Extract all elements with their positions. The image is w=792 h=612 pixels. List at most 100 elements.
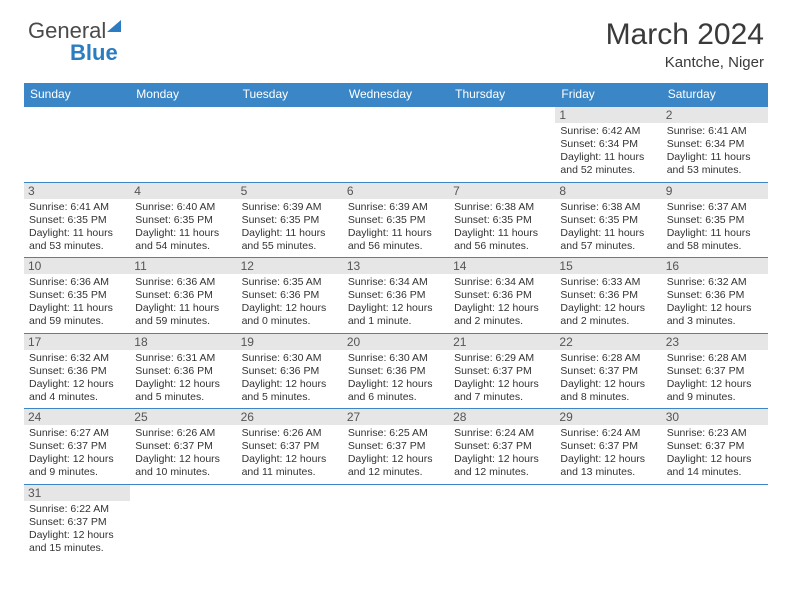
day-number: 24 [24, 409, 130, 425]
day-detail: Daylight: 11 hours [29, 227, 125, 240]
calendar-row: 1Sunrise: 6:42 AMSunset: 6:34 PMDaylight… [24, 106, 768, 182]
day-number: 14 [449, 258, 555, 274]
calendar-day: 21 Sunrise: 6:29 AMSunset: 6:37 PMDayligh… [449, 333, 555, 409]
day-detail: Daylight: 12 hours [348, 453, 444, 466]
day-number: 29 [555, 409, 661, 425]
day-detail: and 4 minutes. [29, 391, 125, 404]
calendar-day-empty [449, 106, 555, 182]
calendar-day: 3Sunrise: 6:41 AMSunset: 6:35 PMDaylight… [24, 182, 130, 258]
day-number: 4 [130, 183, 236, 199]
calendar-day: 20Sunrise: 6:30 AMSunset: 6:36 PMDayligh… [343, 333, 449, 409]
day-header: Sunday [24, 83, 130, 106]
day-detail: Sunset: 6:37 PM [667, 365, 763, 378]
calendar-day: 7Sunrise: 6:38 AMSunset: 6:35 PMDaylight… [449, 182, 555, 258]
day-detail: and 13 minutes. [560, 466, 656, 479]
day-detail: Sunrise: 6:39 AM [348, 201, 444, 214]
day-detail: Sunrise: 6:27 AM [29, 427, 125, 440]
calendar-day: 29Sunrise: 6:24 AMSunset: 6:37 PMDayligh… [555, 409, 661, 485]
day-number: 5 [237, 183, 343, 199]
day-number: 16 [662, 258, 768, 274]
day-detail: Sunset: 6:36 PM [135, 365, 231, 378]
calendar-day: 6Sunrise: 6:39 AMSunset: 6:35 PMDaylight… [343, 182, 449, 258]
day-detail: Sunrise: 6:28 AM [667, 352, 763, 365]
calendar-day: 30Sunrise: 6:23 AMSunset: 6:37 PMDayligh… [662, 409, 768, 485]
day-detail: and 56 minutes. [454, 240, 550, 253]
day-detail: Daylight: 12 hours [454, 378, 550, 391]
day-detail: Daylight: 12 hours [560, 302, 656, 315]
day-detail: Sunset: 6:37 PM [348, 440, 444, 453]
calendar-day-empty [24, 106, 130, 182]
day-detail: and 58 minutes. [667, 240, 763, 253]
calendar-day: 18Sunrise: 6:31 AMSunset: 6:36 PMDayligh… [130, 333, 236, 409]
day-detail: Sunrise: 6:38 AM [560, 201, 656, 214]
calendar-day: 22Sunrise: 6:28 AMSunset: 6:37 PMDayligh… [555, 333, 661, 409]
calendar-day: 17Sunrise: 6:32 AMSunset: 6:36 PMDayligh… [24, 333, 130, 409]
day-detail: and 12 minutes. [348, 466, 444, 479]
day-detail: Sunset: 6:34 PM [560, 138, 656, 151]
day-detail: Sunset: 6:37 PM [135, 440, 231, 453]
day-detail: Daylight: 12 hours [667, 378, 763, 391]
day-detail: Sunset: 6:35 PM [667, 214, 763, 227]
calendar-day-empty [130, 106, 236, 182]
day-detail: and 14 minutes. [667, 466, 763, 479]
day-detail: and 1 minute. [348, 315, 444, 328]
day-detail: Sunset: 6:37 PM [454, 440, 550, 453]
day-number: 2 [662, 107, 768, 123]
calendar-day: 31Sunrise: 6:22 AMSunset: 6:37 PMDayligh… [24, 484, 130, 559]
day-detail: Daylight: 12 hours [242, 302, 338, 315]
day-detail: Sunrise: 6:23 AM [667, 427, 763, 440]
day-detail: Sunset: 6:37 PM [454, 365, 550, 378]
calendar-day-empty [130, 484, 236, 559]
day-detail: and 5 minutes. [135, 391, 231, 404]
day-detail: Sunset: 6:36 PM [454, 289, 550, 302]
day-detail: Sunrise: 6:29 AM [454, 352, 550, 365]
day-number: 11 [130, 258, 236, 274]
day-detail: Daylight: 11 hours [667, 151, 763, 164]
calendar-day: 27Sunrise: 6:25 AMSunset: 6:37 PMDayligh… [343, 409, 449, 485]
day-number: 22 [555, 334, 661, 350]
day-detail: Daylight: 11 hours [560, 151, 656, 164]
day-detail: Daylight: 12 hours [29, 378, 125, 391]
calendar-day-empty [343, 106, 449, 182]
day-detail: Daylight: 12 hours [29, 453, 125, 466]
day-detail: and 59 minutes. [135, 315, 231, 328]
day-detail: Sunrise: 6:28 AM [560, 352, 656, 365]
day-detail: and 9 minutes. [667, 391, 763, 404]
brand-blue: Blue [70, 40, 118, 66]
day-number: 15 [555, 258, 661, 274]
day-detail: and 6 minutes. [348, 391, 444, 404]
day-number: 21 [449, 334, 555, 350]
day-detail: and 59 minutes. [29, 315, 125, 328]
day-detail: Sunset: 6:35 PM [560, 214, 656, 227]
day-detail: and 52 minutes. [560, 164, 656, 177]
day-header: Saturday [662, 83, 768, 106]
day-detail: Sunrise: 6:34 AM [348, 276, 444, 289]
day-detail: and 15 minutes. [29, 542, 125, 555]
day-header: Wednesday [343, 83, 449, 106]
day-detail: Daylight: 12 hours [348, 302, 444, 315]
day-detail: Sunset: 6:35 PM [29, 289, 125, 302]
day-detail: Daylight: 12 hours [242, 378, 338, 391]
calendar-day: 15Sunrise: 6:33 AMSunset: 6:36 PMDayligh… [555, 258, 661, 334]
day-detail: Sunset: 6:36 PM [135, 289, 231, 302]
day-detail: and 3 minutes. [667, 315, 763, 328]
day-detail: Daylight: 11 hours [135, 227, 231, 240]
calendar-day: 23Sunrise: 6:28 AMSunset: 6:37 PMDayligh… [662, 333, 768, 409]
calendar-day: 9Sunrise: 6:37 AMSunset: 6:35 PMDaylight… [662, 182, 768, 258]
day-number: 27 [343, 409, 449, 425]
day-detail: Sunrise: 6:24 AM [454, 427, 550, 440]
day-detail: Sunset: 6:35 PM [242, 214, 338, 227]
calendar-day: 5Sunrise: 6:39 AMSunset: 6:35 PMDaylight… [237, 182, 343, 258]
calendar-day: 28Sunrise: 6:24 AMSunset: 6:37 PMDayligh… [449, 409, 555, 485]
calendar-day: 19Sunrise: 6:30 AMSunset: 6:36 PMDayligh… [237, 333, 343, 409]
day-detail: Daylight: 12 hours [135, 453, 231, 466]
day-detail: Sunset: 6:35 PM [29, 214, 125, 227]
day-detail: Sunset: 6:37 PM [29, 516, 125, 529]
day-detail: Sunrise: 6:24 AM [560, 427, 656, 440]
day-detail: Sunrise: 6:32 AM [667, 276, 763, 289]
day-number: 17 [24, 334, 130, 350]
day-detail: Daylight: 12 hours [454, 453, 550, 466]
day-detail: Sunset: 6:37 PM [29, 440, 125, 453]
calendar-day: 4Sunrise: 6:40 AMSunset: 6:35 PMDaylight… [130, 182, 236, 258]
day-detail: Sunset: 6:36 PM [29, 365, 125, 378]
